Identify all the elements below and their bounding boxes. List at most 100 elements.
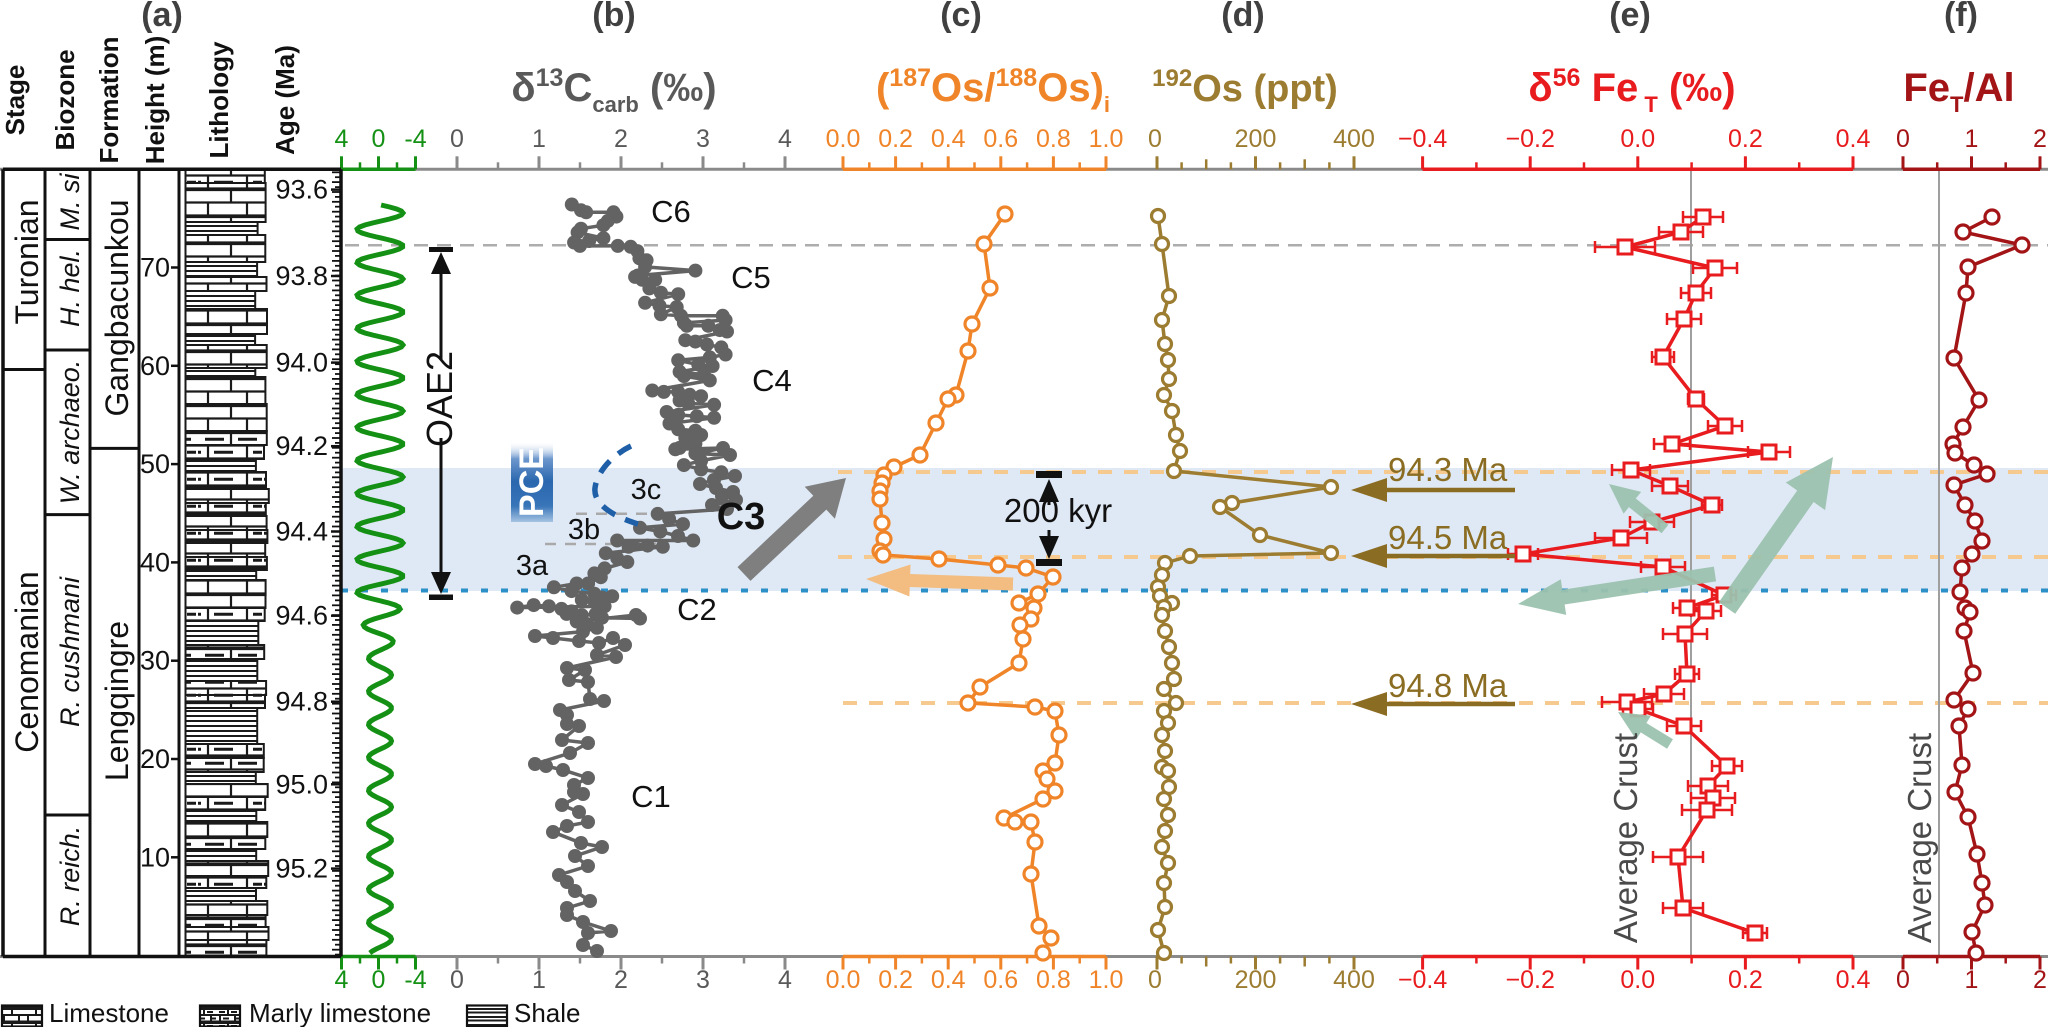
svg-text:2: 2: [614, 966, 628, 994]
svg-text:50: 50: [140, 449, 170, 479]
svg-text:1.0: 1.0: [1089, 966, 1124, 994]
svg-text:Stage: Stage: [0, 65, 30, 136]
svg-text:0.2: 0.2: [878, 125, 913, 153]
svg-text:0.8: 0.8: [1036, 966, 1071, 994]
svg-text:Turonian: Turonian: [9, 199, 45, 324]
svg-text:−0.4: −0.4: [1398, 966, 1447, 994]
svg-text:3b: 3b: [568, 514, 600, 546]
svg-text:−0.4: −0.4: [1398, 125, 1447, 153]
svg-text:0.0: 0.0: [826, 966, 861, 994]
svg-text:R. reich.: R. reich.: [55, 826, 85, 927]
svg-text:94.2: 94.2: [275, 431, 328, 461]
svg-text:94.0: 94.0: [275, 348, 328, 378]
svg-text:93.6: 93.6: [275, 175, 328, 205]
svg-text:4: 4: [335, 966, 349, 994]
svg-text:C4: C4: [752, 363, 792, 398]
svg-text:200: 200: [1235, 125, 1277, 153]
svg-text:−0.2: −0.2: [1506, 125, 1555, 153]
svg-text:C2: C2: [677, 592, 717, 627]
svg-text:0: 0: [1896, 966, 1910, 994]
svg-text:Lithology: Lithology: [204, 41, 234, 159]
svg-text:(e): (e): [1609, 0, 1651, 34]
svg-text:95.0: 95.0: [275, 769, 328, 799]
svg-text:1: 1: [532, 125, 546, 153]
svg-text:W. archaeo.: W. archaeo.: [55, 360, 85, 505]
svg-text:3c: 3c: [631, 474, 662, 506]
svg-text:0.4: 0.4: [1836, 125, 1871, 153]
svg-text:C6: C6: [651, 194, 691, 229]
svg-text:(187Os/188Os)i: (187Os/188Os)i: [876, 64, 1110, 117]
svg-text:0: 0: [1148, 125, 1162, 153]
svg-text:0.0: 0.0: [1620, 125, 1655, 153]
svg-text:Age (Ma): Age (Ma): [270, 45, 300, 155]
svg-text:0.0: 0.0: [1620, 966, 1655, 994]
svg-text:C5: C5: [731, 260, 771, 295]
svg-text:94.6: 94.6: [275, 601, 328, 631]
svg-text:(a): (a): [141, 0, 183, 34]
svg-text:0.4: 0.4: [931, 966, 966, 994]
svg-text:M. si: M. si: [55, 173, 85, 231]
svg-text:94.8: 94.8: [275, 687, 328, 717]
svg-text:200: 200: [1235, 966, 1277, 994]
svg-text:Marly limestone: Marly limestone: [249, 998, 431, 1027]
svg-text:Shale: Shale: [514, 998, 581, 1027]
svg-text:Lengqingre: Lengqingre: [99, 621, 135, 781]
svg-text:95.2: 95.2: [275, 854, 328, 884]
svg-text:3a: 3a: [516, 550, 549, 582]
svg-text:Gangbacunkou: Gangbacunkou: [99, 199, 135, 416]
svg-text:94.5 Ma: 94.5 Ma: [1388, 519, 1508, 556]
svg-text:0.6: 0.6: [983, 966, 1018, 994]
svg-text:0.0: 0.0: [826, 125, 861, 153]
svg-text:0: 0: [1896, 125, 1910, 153]
svg-text:70: 70: [140, 253, 170, 283]
svg-text:0: 0: [372, 966, 386, 994]
svg-text:Average Crust: Average Crust: [1607, 733, 1644, 943]
svg-text:δ13Ccarb (‰): δ13Ccarb (‰): [511, 64, 716, 117]
svg-text:C3: C3: [717, 496, 766, 538]
svg-text:2: 2: [614, 125, 628, 153]
svg-text:PCE: PCE: [513, 447, 551, 517]
svg-text:(d): (d): [1221, 0, 1264, 34]
svg-text:R. cushmani: R. cushmani: [55, 576, 85, 727]
svg-text:40: 40: [140, 547, 170, 577]
svg-text:Biozone: Biozone: [50, 49, 80, 150]
svg-text:δ56 Fe T (‰): δ56 Fe T (‰): [1528, 64, 1735, 117]
svg-text:0.6: 0.6: [983, 125, 1018, 153]
svg-text:−0.2: −0.2: [1506, 966, 1555, 994]
svg-text:94.8 Ma: 94.8 Ma: [1388, 667, 1508, 704]
svg-text:Limestone: Limestone: [49, 998, 169, 1027]
svg-text:400: 400: [1333, 125, 1375, 153]
svg-text:(f): (f): [1944, 0, 1978, 34]
svg-text:0: 0: [450, 125, 464, 153]
svg-text:10: 10: [140, 842, 170, 872]
svg-text:30: 30: [140, 646, 170, 676]
svg-text:2: 2: [2033, 966, 2047, 994]
svg-text:4: 4: [778, 966, 792, 994]
svg-text:C1: C1: [631, 779, 671, 814]
svg-text:(b): (b): [592, 0, 635, 34]
svg-text:Average Crust: Average Crust: [1901, 733, 1938, 943]
svg-text:20: 20: [140, 744, 170, 774]
svg-text:1.0: 1.0: [1089, 125, 1124, 153]
svg-text:3: 3: [696, 125, 710, 153]
svg-text:0.2: 0.2: [1728, 966, 1763, 994]
svg-text:-4: -4: [404, 966, 426, 994]
svg-text:Cenomanian: Cenomanian: [9, 571, 45, 752]
svg-text:H. hel.: H. hel.: [55, 249, 85, 327]
svg-text:-4: -4: [404, 125, 426, 153]
svg-text:60: 60: [140, 351, 170, 381]
svg-text:0.4: 0.4: [931, 125, 966, 153]
svg-text:Formation: Formation: [94, 36, 124, 163]
svg-text:0.2: 0.2: [1728, 125, 1763, 153]
svg-text:4: 4: [778, 125, 792, 153]
svg-text:4: 4: [335, 125, 349, 153]
svg-text:192Os (ppt): 192Os (ppt): [1152, 65, 1338, 110]
svg-text:3: 3: [696, 966, 710, 994]
svg-text:94.3 Ma: 94.3 Ma: [1388, 451, 1508, 488]
svg-text:0.2: 0.2: [878, 966, 913, 994]
svg-text:200 kyr: 200 kyr: [1004, 492, 1112, 529]
svg-text:Height (m): Height (m): [140, 36, 170, 165]
svg-text:FeT/Al: FeT/Al: [1903, 66, 2014, 117]
svg-text:93.8: 93.8: [275, 261, 328, 291]
svg-text:94.4: 94.4: [275, 517, 328, 547]
